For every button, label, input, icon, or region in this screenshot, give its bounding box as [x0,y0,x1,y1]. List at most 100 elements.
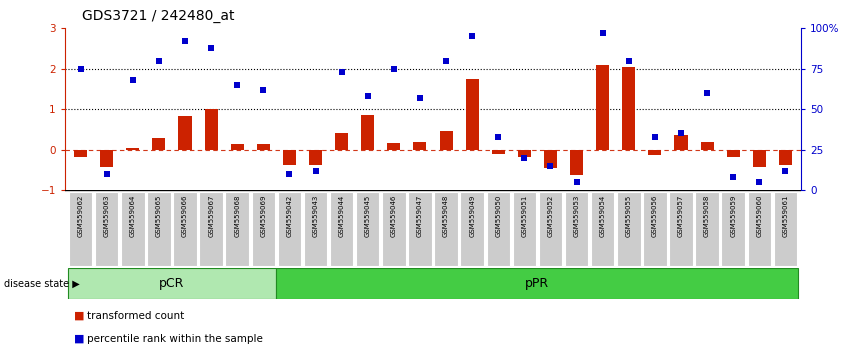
Point [491,134,505,139]
Bar [283,150,296,165]
Text: GSM559062: GSM559062 [78,195,84,237]
Bar [257,144,270,150]
FancyBboxPatch shape [408,192,431,267]
Point [517,155,531,161]
Bar [74,150,87,157]
Point [465,34,479,39]
Point [361,93,375,99]
FancyBboxPatch shape [173,192,197,267]
Point [230,82,244,88]
FancyBboxPatch shape [565,192,588,267]
FancyBboxPatch shape [199,192,223,267]
FancyBboxPatch shape [304,192,327,267]
Text: GSM559060: GSM559060 [756,195,762,237]
Text: GSM559064: GSM559064 [130,195,136,237]
Point [648,134,662,139]
Text: GSM559043: GSM559043 [313,195,319,237]
Point [308,168,322,173]
Bar [230,144,243,150]
Bar [675,136,688,150]
Text: GSM559044: GSM559044 [339,195,345,237]
Text: GSM559050: GSM559050 [495,195,501,237]
Bar [309,150,322,165]
Point [753,179,766,185]
Point [700,90,714,96]
Bar [649,150,662,154]
Text: GSM559049: GSM559049 [469,195,475,237]
FancyBboxPatch shape [95,192,119,267]
Text: GSM559057: GSM559057 [678,195,684,237]
Bar [152,138,165,150]
FancyBboxPatch shape [539,192,562,267]
Text: GSM559067: GSM559067 [208,195,214,237]
FancyBboxPatch shape [591,192,614,267]
Text: GSM559054: GSM559054 [599,195,605,237]
Point [727,174,740,180]
FancyBboxPatch shape [669,192,693,267]
FancyBboxPatch shape [330,192,353,267]
Text: GSM559058: GSM559058 [704,195,710,237]
Text: GSM559068: GSM559068 [234,195,240,237]
Point [622,58,636,63]
Bar [361,115,374,150]
Point [126,77,139,83]
Text: GSM559045: GSM559045 [365,195,371,237]
Point [178,39,192,44]
Point [100,171,113,177]
FancyBboxPatch shape [643,192,667,267]
Text: transformed count: transformed count [87,310,184,321]
FancyBboxPatch shape [773,192,797,267]
FancyBboxPatch shape [356,192,379,267]
Point [74,66,87,72]
FancyBboxPatch shape [252,192,275,267]
Point [779,168,792,173]
FancyBboxPatch shape [382,192,405,267]
Bar [753,150,766,167]
Text: disease state ▶: disease state ▶ [4,279,80,289]
Text: GSM559069: GSM559069 [261,195,267,237]
Bar [276,268,798,299]
Bar [178,116,191,150]
Point [439,58,453,63]
FancyBboxPatch shape [435,192,458,267]
Point [282,171,296,177]
Bar [440,131,453,150]
Bar [570,150,583,175]
Text: percentile rank within the sample: percentile rank within the sample [87,333,262,344]
Text: pPR: pPR [526,277,549,290]
Bar [204,109,217,150]
Point [387,66,401,72]
Bar [413,142,426,150]
Text: GSM559042: GSM559042 [287,195,293,237]
Text: GSM559048: GSM559048 [443,195,449,237]
Bar [466,79,479,150]
Point [152,58,166,63]
FancyBboxPatch shape [461,192,484,267]
Text: GSM559051: GSM559051 [521,195,527,237]
FancyBboxPatch shape [69,192,93,267]
Bar [596,65,609,150]
FancyBboxPatch shape [487,192,510,267]
Bar [100,150,113,167]
Text: GSM559061: GSM559061 [782,195,788,237]
Bar [779,150,792,165]
Bar [544,150,557,168]
Point [335,69,349,75]
Point [570,179,584,185]
Text: GSM559046: GSM559046 [391,195,397,237]
FancyBboxPatch shape [695,192,719,267]
Text: GSM559053: GSM559053 [573,195,579,237]
FancyBboxPatch shape [121,192,145,267]
Text: GSM559059: GSM559059 [730,195,736,237]
Text: ■: ■ [74,310,84,321]
FancyBboxPatch shape [721,192,745,267]
Bar [727,150,740,157]
Bar [518,150,531,157]
Text: pCR: pCR [159,277,184,290]
Point [544,163,558,169]
Bar [492,150,505,154]
Text: GSM559052: GSM559052 [547,195,553,237]
Bar [701,142,714,150]
Text: GSM559066: GSM559066 [182,195,188,237]
Bar [335,133,348,150]
